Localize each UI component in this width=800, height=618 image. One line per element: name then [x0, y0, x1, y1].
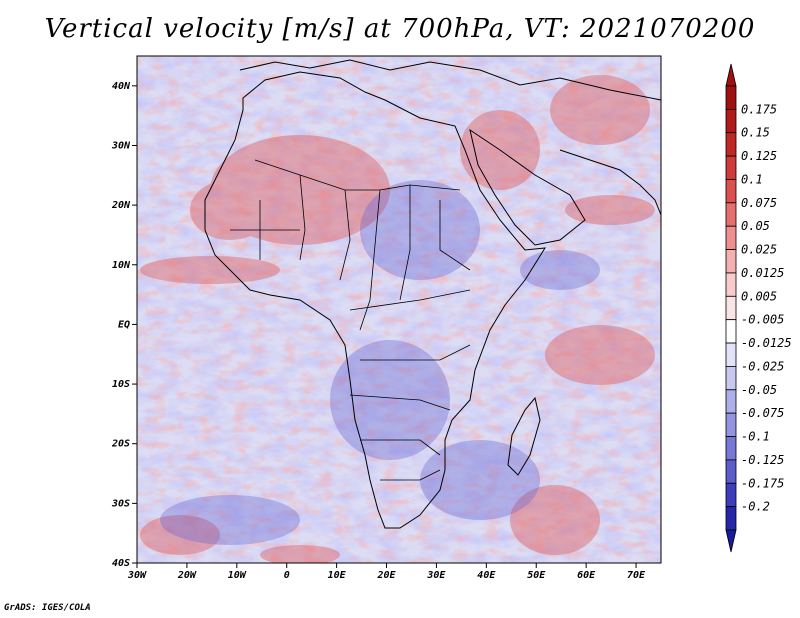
- colorbar-label: 0.1: [741, 172, 763, 186]
- lon-tick-label: 0: [284, 570, 290, 581]
- colorbar-label: -0.0125: [741, 336, 792, 350]
- arabian-peninsula: [469, 128, 586, 246]
- latitude-axis: 40N 30N 20N 10N EQ 10S 20S 30S 40S: [111, 81, 137, 569]
- lon-tick-label: 10E: [328, 570, 347, 581]
- colorbar-segment: [725, 202, 737, 227]
- lon-tick-label: 50E: [527, 570, 546, 581]
- colorbar-segment: [725, 295, 737, 321]
- lon-tick-label: 20W: [177, 570, 197, 581]
- colorbar-segment: [725, 436, 737, 461]
- colorbar-label: 0.05: [741, 219, 770, 233]
- colorbar-segment: [725, 342, 737, 367]
- colorbar-label: 0.005: [741, 289, 777, 303]
- lat-tick-label: 10S: [112, 379, 130, 390]
- colorbar-segment: [725, 132, 737, 157]
- colorbar-segment: [725, 272, 737, 297]
- plot-frame: [136, 55, 662, 564]
- colorbar-label: -0.1: [741, 430, 770, 444]
- colorbar-label: -0.175: [741, 476, 784, 490]
- colorbar-segment: [725, 506, 737, 531]
- lat-tick-label: 20S: [111, 439, 130, 450]
- colorbar-segment: [725, 225, 737, 250]
- chart-title: Vertical velocity [m/s] at 700hPa, VT: 2…: [44, 14, 756, 44]
- colorbar-label: 0.0125: [741, 266, 784, 280]
- lat-tick-label: 40N: [112, 81, 131, 92]
- colorbar-label: -0.125: [741, 453, 784, 467]
- colorbar-label: 0.175: [741, 102, 777, 116]
- country-borders: [230, 159, 471, 481]
- colorbar-segment: [725, 85, 737, 110]
- colorbar-top-arrow: [725, 63, 737, 87]
- lon-tick-label: 30W: [127, 570, 147, 581]
- colorbar-label: -0.05: [741, 383, 777, 397]
- colorbar-segment: [725, 249, 737, 274]
- lon-tick-label: 60E: [577, 570, 596, 581]
- colorbar-segment: [725, 319, 737, 344]
- colorbar-segment: [725, 179, 737, 204]
- colorbar-segment: [725, 366, 737, 391]
- colorbar-segment: [725, 155, 737, 180]
- lat-tick-label: 10N: [112, 260, 131, 271]
- lon-tick-label: 40E: [477, 570, 496, 581]
- colorbar-label: 0.15: [741, 126, 770, 140]
- madagascar: [507, 396, 541, 476]
- colorbar-segment: [725, 389, 737, 414]
- velocity-field: [137, 56, 661, 563]
- colorbar-segment: [725, 459, 737, 484]
- lon-tick-label: 30E: [426, 570, 446, 581]
- asia-coast: [559, 149, 662, 216]
- colorbar-segment: [725, 412, 737, 437]
- lat-tick-label: 30N: [111, 140, 131, 151]
- colorbar-label: -0.075: [741, 406, 784, 420]
- downward-motion-regions: [160, 180, 600, 545]
- colorbar-segment: [725, 482, 737, 508]
- colorbar: 0.175 0.15 0.125 0.1 0.075 0.05 0.025 0.0125 0.0…: [725, 63, 792, 553]
- lon-tick-label: 20E: [376, 570, 396, 581]
- colorbar-label: 0.025: [741, 243, 777, 257]
- colorbar-bottom-arrow: [725, 529, 737, 553]
- upward-motion-regions: [140, 75, 655, 563]
- software-credit: GrADS: IGES/COLA: [4, 603, 91, 613]
- europe-coast: [239, 59, 662, 101]
- africa-coastline: [204, 71, 546, 529]
- colorbar-label: -0.2: [741, 500, 770, 514]
- lat-tick-label: 40S: [112, 558, 130, 569]
- lat-tick-label: 30S: [111, 498, 130, 509]
- lon-tick-label: 10W: [228, 570, 247, 581]
- colorbar-label: 0.125: [741, 149, 777, 163]
- lat-tick-label: 20N: [111, 200, 131, 211]
- colorbar-segment: [725, 108, 737, 134]
- colorbar-label: -0.025: [741, 359, 784, 373]
- coastlines-and-borders: [204, 59, 662, 529]
- lon-tick-label: 70E: [627, 570, 646, 581]
- colorbar-label: -0.005: [741, 313, 784, 327]
- lat-tick-label: EQ: [118, 319, 130, 330]
- longitude-axis: 30W 20W 10W 0 10E 20E 30E 40E 50E 60E 70E: [127, 563, 646, 581]
- colorbar-label: 0.075: [741, 196, 777, 210]
